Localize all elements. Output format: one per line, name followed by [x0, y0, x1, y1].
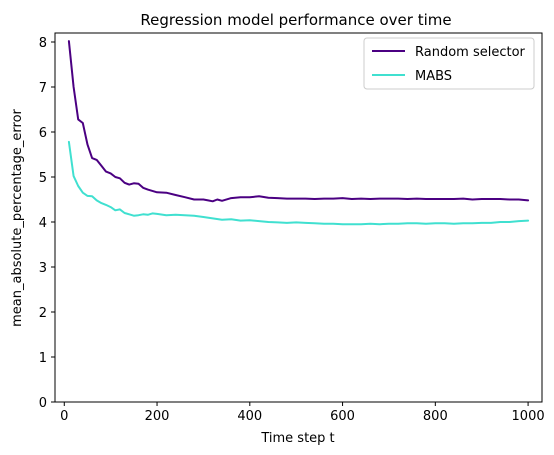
x-tick-label: 400: [237, 409, 262, 424]
x-tick-label: 200: [145, 409, 170, 424]
y-tick-label: 6: [39, 126, 47, 141]
series-line-mabs: [67, 140, 530, 226]
x-axis-ticks: 0 200 400 600 800 1000: [60, 402, 545, 424]
y-tick-label: 1: [39, 351, 47, 366]
y-tick-label: 0: [39, 396, 47, 411]
legend: Random selector MABS: [363, 37, 535, 90]
x-tick-label: 0: [60, 409, 68, 424]
y-tick-label: 8: [39, 36, 47, 51]
legend-label-mabs: MABS: [415, 69, 452, 84]
x-axis-label: Time step t: [260, 431, 334, 446]
x-tick-label: 800: [423, 409, 448, 424]
y-tick-label: 2: [39, 306, 47, 321]
x-tick-label: 1000: [512, 409, 545, 424]
legend-label-random-selector: Random selector: [415, 45, 526, 60]
x-tick-label: 600: [330, 409, 355, 424]
y-tick-label: 4: [39, 216, 47, 231]
y-tick-label: 3: [39, 261, 47, 276]
y-axis-ticks: 0 1 2 3 4 5 6 7 8: [39, 36, 55, 411]
y-tick-label: 5: [39, 171, 47, 186]
y-tick-label: 7: [39, 81, 47, 96]
axes-frame: [54, 32, 543, 403]
series-layer: [67, 40, 530, 226]
series-line-random-selector: [67, 40, 530, 203]
legend-frame: [363, 37, 535, 90]
y-axis-label: mean_absolute_percentage_error: [10, 108, 25, 326]
chart-title: Regression model performance over time: [140, 11, 451, 29]
